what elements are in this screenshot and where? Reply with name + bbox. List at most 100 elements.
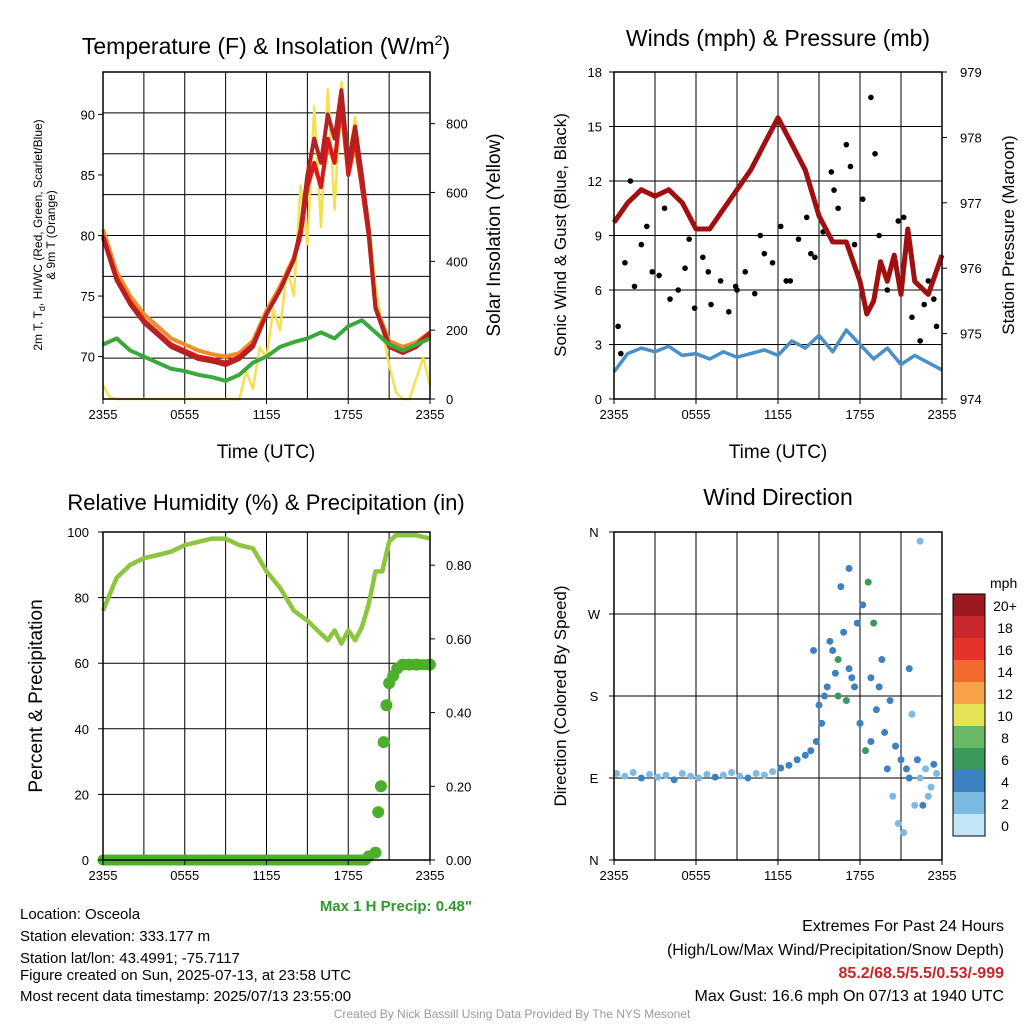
- legend-swatch: [953, 616, 985, 638]
- extremes-heading: Extremes For Past 24 Hours: [802, 918, 1004, 935]
- gust-point: [795, 236, 802, 242]
- temp-xtick-label: 1755: [334, 407, 363, 422]
- legend-label: 8: [1001, 730, 1009, 746]
- winds-x-axis-label: Time (UTC): [729, 442, 828, 463]
- wind-direction-panel-title: Wind Direction: [703, 484, 853, 510]
- direction-point: [861, 747, 869, 755]
- direction-point: [872, 706, 880, 714]
- gust-point: [831, 187, 837, 193]
- gust-point: [615, 323, 621, 330]
- direction-point: [834, 692, 842, 700]
- wind-axis-label: Sonic Wind & Gust (Blue, Black): [551, 113, 570, 357]
- temp-xtick-label: 2355: [89, 407, 118, 422]
- temperature-left-axis-label-line2: & 9m T (Orange): [44, 190, 58, 280]
- gust-point: [847, 163, 854, 170]
- direction-point: [719, 771, 727, 779]
- direction-point: [823, 683, 831, 691]
- direction-point: [916, 537, 924, 545]
- direction-point: [637, 774, 645, 782]
- legend-title: mph: [990, 575, 1017, 591]
- series-line-sonicwind: [612, 328, 943, 373]
- temp-ytick-label: 80: [81, 229, 95, 244]
- extremes-values: 85.2/68.5/5.5/0.53/-999: [838, 965, 1004, 982]
- gust-point: [921, 301, 928, 308]
- direction-point: [859, 601, 867, 609]
- gust-point: [675, 287, 682, 293]
- gust-point: [895, 218, 902, 224]
- pressure-axis-label: Station Pressure (Maroon): [999, 135, 1018, 334]
- gust-point: [682, 265, 688, 272]
- station-latlon: Station lat/lon: 43.4991; -75.7117: [20, 950, 240, 967]
- gust-point: [691, 305, 698, 311]
- gust-point: [828, 169, 835, 175]
- direction-axis-label: Direction (Colored By Speed): [551, 585, 570, 806]
- legend-label: 4: [1001, 774, 1009, 790]
- rh-ytick-label: 80: [75, 591, 89, 606]
- legend-label: 12: [997, 686, 1013, 702]
- direction-point: [900, 829, 908, 837]
- direction-point: [916, 774, 924, 782]
- gust-point: [933, 323, 940, 330]
- direction-point: [867, 674, 875, 682]
- gust-point: [661, 205, 668, 212]
- legend-label: 10: [997, 708, 1013, 724]
- wind-ytick-label: 3: [595, 338, 602, 353]
- direction-point: [878, 656, 886, 664]
- gust-point: [761, 250, 768, 257]
- winds-panel-title: Winds (mph) & Pressure (mb): [626, 25, 930, 51]
- gust-point: [726, 309, 732, 315]
- direction-point: [922, 765, 930, 773]
- insolation-ytick-label: 800: [446, 117, 468, 132]
- direction-point: [902, 765, 910, 773]
- precip-point: [377, 736, 390, 749]
- gust-point: [627, 178, 634, 184]
- direction-point: [927, 783, 935, 791]
- direction-point: [793, 756, 801, 764]
- direction-point: [820, 692, 828, 700]
- temp-xtick-label: 2355: [416, 407, 445, 422]
- pressure-ytick-label: 977: [960, 196, 982, 211]
- direction-point: [812, 738, 820, 746]
- direction-point: [897, 756, 905, 764]
- direction-point: [760, 771, 768, 779]
- legend-swatch: [953, 770, 985, 792]
- direction-point: [864, 578, 872, 586]
- gust-point: [638, 241, 645, 248]
- legend-label: 14: [997, 664, 1013, 680]
- legend-label: 6: [1001, 752, 1009, 768]
- direction-point: [892, 742, 900, 750]
- temperature-panel-title: Temperature (F) & Insolation (W/m2): [82, 32, 450, 59]
- legend-swatch: [953, 682, 985, 704]
- insolation-ytick-label: 200: [446, 323, 468, 338]
- station-elevation: Station elevation: 333.177 m: [20, 928, 211, 945]
- temp-ytick-label: 70: [81, 350, 95, 365]
- gust-point: [876, 232, 882, 239]
- legend-swatch: [953, 594, 985, 616]
- insolation-ytick-label: 600: [446, 185, 468, 200]
- gust-point: [884, 287, 891, 293]
- direction-point: [889, 792, 897, 800]
- direction-point: [911, 801, 919, 809]
- legend-swatch: [953, 704, 985, 726]
- temp-xtick-label: 1155: [253, 407, 281, 422]
- legend-swatch: [953, 638, 985, 660]
- wind-ytick-label: 0: [595, 392, 602, 407]
- legend-swatch: [953, 726, 985, 748]
- precip-point: [374, 780, 387, 793]
- precip-point: [380, 699, 393, 712]
- direction-point: [867, 738, 875, 746]
- rh-ytick-label: 40: [75, 722, 89, 737]
- direction-point: [807, 747, 815, 755]
- gust-point: [667, 296, 673, 302]
- gust-point: [742, 269, 748, 275]
- direction-point: [711, 773, 719, 781]
- winds-xtick-label: 2355: [600, 407, 629, 422]
- direction-point: [662, 771, 670, 779]
- precip-ytick-label: 0.20: [446, 779, 471, 794]
- rh-xtick-label: 1755: [334, 868, 363, 883]
- temp-xtick-label: 0555: [170, 407, 199, 422]
- direction-point: [678, 769, 686, 777]
- direction-point: [829, 646, 837, 654]
- figure-created: Figure created on Sun, 2025-07-13, at 23…: [20, 967, 352, 984]
